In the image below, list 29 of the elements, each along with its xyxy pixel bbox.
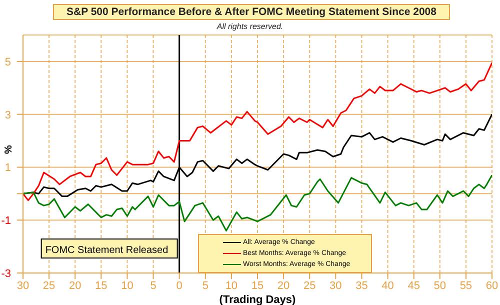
x-tick-label: 25 xyxy=(42,280,56,292)
x-tick-label: 20 xyxy=(277,280,290,292)
x-tick-label: 20 xyxy=(68,280,82,292)
x-tick-label: 0 xyxy=(176,280,182,292)
x-tick-label: 30 xyxy=(330,280,342,292)
x-tick-label: 15 xyxy=(95,280,108,292)
x-tick-label: 15 xyxy=(251,280,264,292)
x-tick-label: 30 xyxy=(16,280,30,292)
x-tick-label: 60 xyxy=(486,280,498,292)
x-tick-label: 50 xyxy=(434,280,446,292)
x-tick-label: 10 xyxy=(121,280,134,292)
x-axis-title: (Trading Days) xyxy=(219,294,296,305)
x-tick-label: 10 xyxy=(225,280,238,292)
y-tick-label: -1 xyxy=(1,215,11,228)
chart-title: S&P 500 Performance Before & After FOMC Meeting Statement Since 2008 xyxy=(53,4,450,20)
text: All rights reserved. xyxy=(216,22,284,31)
x-tick-label: 45 xyxy=(408,280,420,292)
x-tick-label: 25 xyxy=(303,280,316,292)
y-tick-label: -3 xyxy=(1,268,11,280)
y-tick-label: 5 xyxy=(4,56,11,68)
x-tick-label: 40 xyxy=(382,280,394,292)
x-tick-label: 5 xyxy=(150,280,156,292)
x-tick-label: 55 xyxy=(460,280,472,292)
ref-line-label: FOMC Statement Released xyxy=(45,245,168,256)
x-tick-label: 5 xyxy=(202,280,208,292)
y-tick-label: 1 xyxy=(4,162,11,174)
y-tick-label: 3 xyxy=(4,109,11,122)
y-axis-title: % xyxy=(4,145,15,154)
x-tick-label: 35 xyxy=(356,280,368,292)
